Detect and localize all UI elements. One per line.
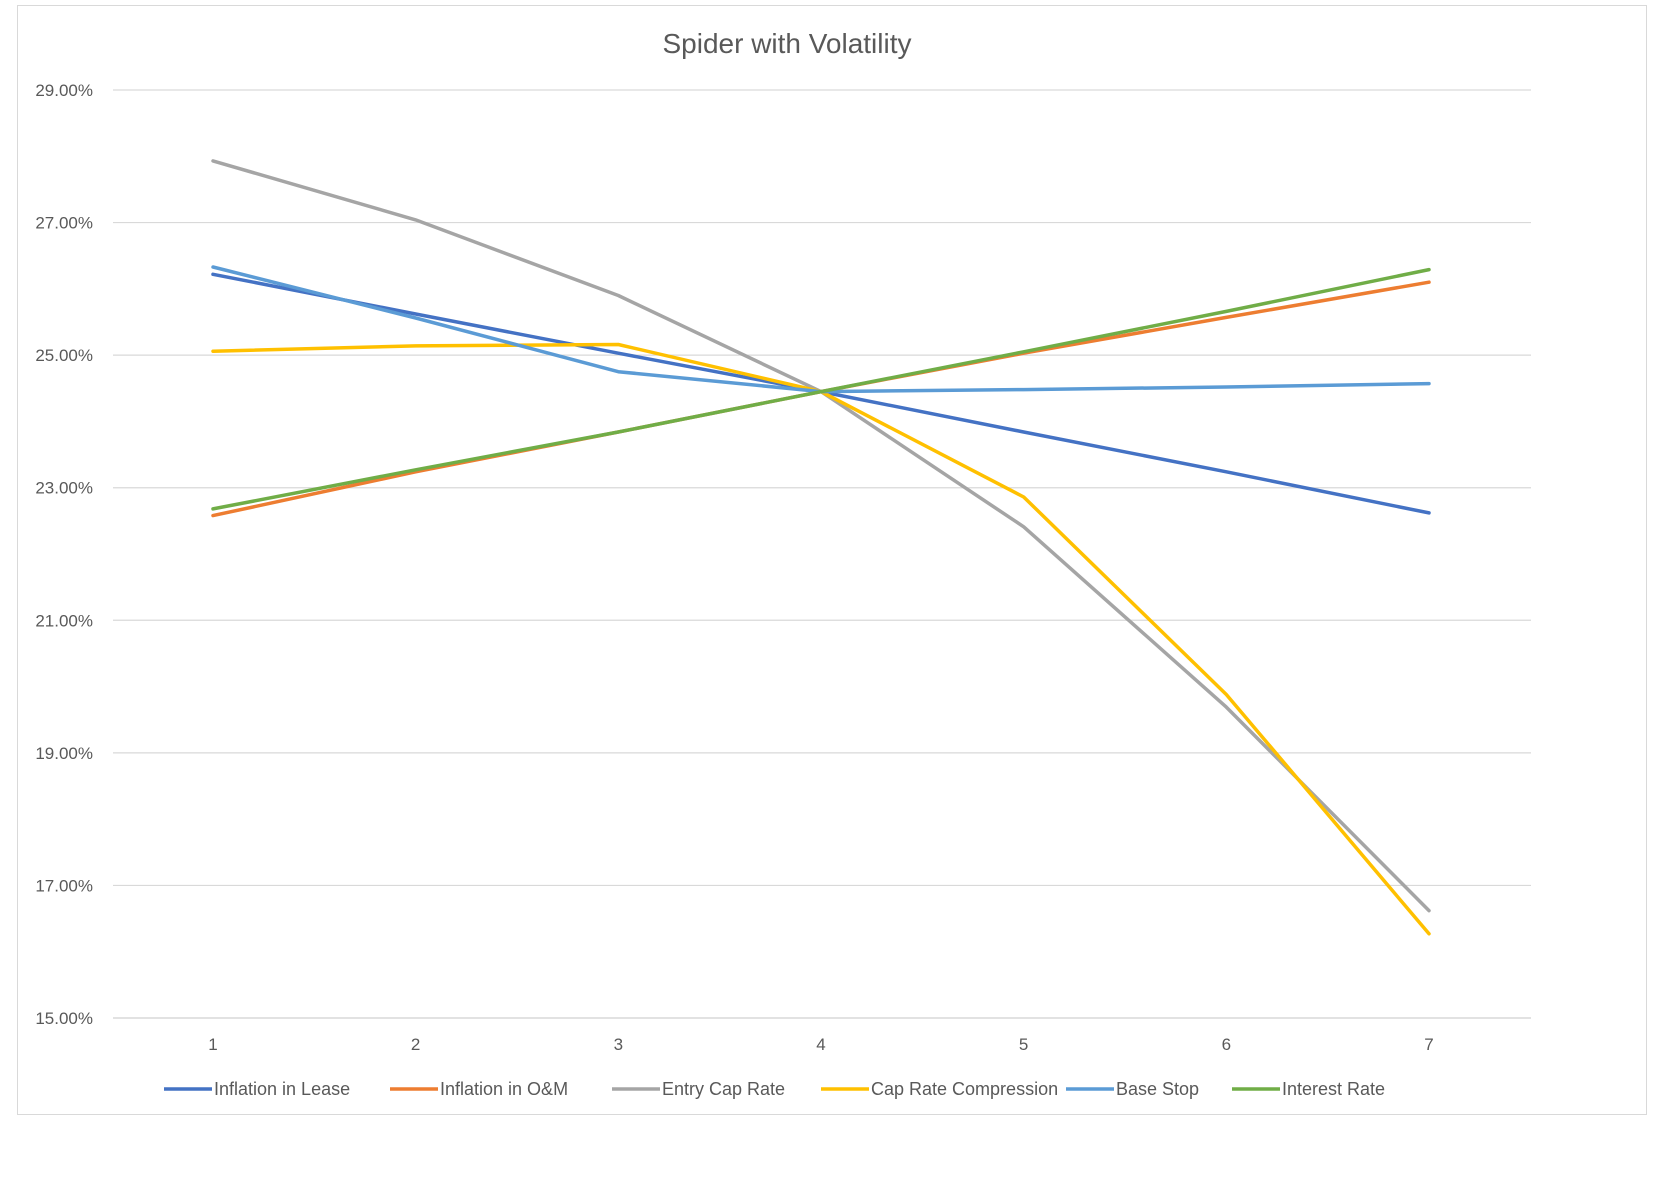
y-tick-label: 15.00% [35,1009,93,1028]
x-tick-label: 2 [411,1035,420,1054]
series-line-entry-cap-rate [211,159,1431,913]
y-tick-label: 25.00% [35,346,93,365]
series-line-inflation-in-o-m [211,280,1431,518]
chart-frame: Spider with Volatility 15.00% 17.00% 19.00… [17,5,1647,1115]
legend-label: Base Stop [1116,1079,1199,1099]
y-tick-label: 29.00% [35,81,93,100]
legend-label: Interest Rate [1282,1079,1385,1099]
line-chart: Spider with Volatility 15.00% 17.00% 19.00… [35,28,1531,1099]
y-tick-label: 19.00% [35,744,93,763]
legend-label: Inflation in O&M [440,1079,568,1099]
x-tick-label: 1 [208,1035,217,1054]
y-tick-label: 27.00% [35,214,93,233]
x-tick-label: 5 [1019,1035,1028,1054]
chart-title: Spider with Volatility [662,28,911,59]
legend-label: Entry Cap Rate [662,1079,785,1099]
series-line-interest-rate [211,267,1431,511]
x-tick-label: 7 [1424,1035,1433,1054]
y-tick-label: 21.00% [35,611,93,630]
x-tick-label: 6 [1222,1035,1231,1054]
x-tick-label: 3 [614,1035,623,1054]
y-tick-label: 23.00% [35,479,93,498]
x-tick-label: 4 [816,1035,825,1054]
legend-label: Cap Rate Compression [871,1079,1058,1099]
legend-label: Inflation in Lease [214,1079,350,1099]
series-line-cap-rate-compression [211,342,1431,936]
y-tick-label: 17.00% [35,876,93,895]
series-line-base-stop [211,265,1431,394]
